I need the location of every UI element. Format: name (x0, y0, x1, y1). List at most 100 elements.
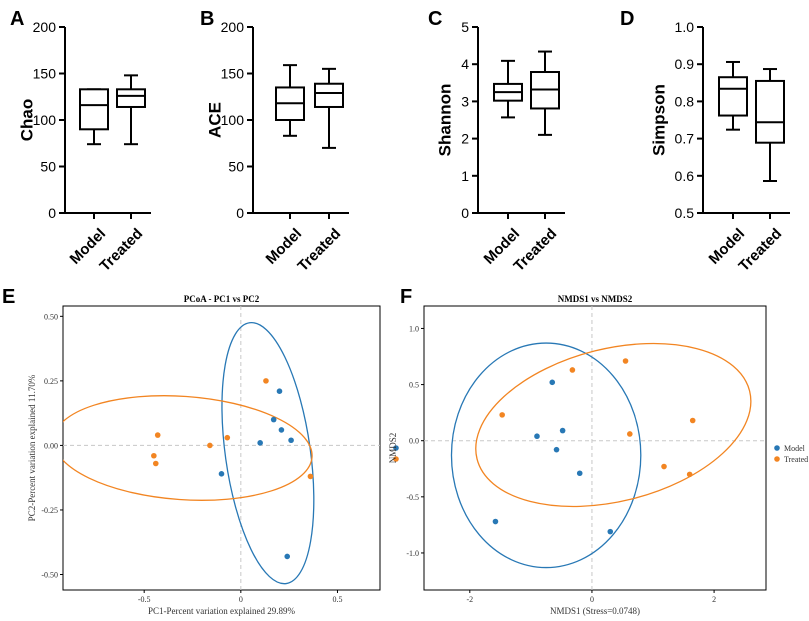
data-point-model (549, 379, 556, 386)
data-point-treated (689, 417, 696, 424)
y-tick-label: 1 (461, 168, 469, 184)
box-model: Model (706, 60, 748, 268)
data-point-treated (151, 452, 157, 459)
data-point-model (559, 427, 566, 434)
y-tick-label: 1.0 (409, 324, 419, 333)
plot-area (450, 342, 752, 569)
y-tick-label: 150 (221, 66, 245, 82)
y-tick-label: 0.50 (44, 312, 58, 321)
data-point-treated (499, 412, 505, 418)
panel-letter-e: E (2, 286, 15, 308)
confidence-ellipse-treated (63, 395, 313, 501)
y-tick-label: 3 (461, 93, 469, 109)
data-point-model (284, 553, 291, 560)
plot-frame (62, 305, 381, 591)
plot-frame (423, 305, 767, 591)
ordination-panel-e: E PCoA - PC1 vs PC2-0.5 0 0.50.500.250.00-0… (2, 286, 399, 616)
y-tick-label: 0.6 (675, 168, 695, 184)
data-point-model (270, 416, 277, 423)
data-point-model (276, 388, 283, 395)
y-tick-label: 5 (461, 19, 469, 35)
data-point-treated (661, 463, 667, 470)
y-axis-label: ACE (205, 102, 224, 138)
y-tick-label: 1.0 (675, 19, 695, 35)
box-model: Model (263, 64, 305, 268)
y-tick-label: 0.25 (44, 377, 58, 386)
y-tick-label: 0.8 (675, 93, 695, 109)
iqr-box (79, 88, 109, 131)
panel-letter-b: B (200, 8, 214, 30)
ordination-panel-f: F NMDS1 vs NMDS2 -2 0 2 1.0 0.5 0.0 -0.5 -1.0 NMDS… (388, 286, 808, 616)
y-tick-label: 200 (33, 19, 57, 35)
x-tick-label: 0 (239, 595, 243, 604)
plot-title: NMDS1 vs NMDS2 (558, 294, 633, 304)
y-tick-label: 0 (48, 205, 56, 221)
y-tick-label: 50 (40, 159, 56, 175)
x-axis-label: NMDS1 (Stress=0.0748) (550, 606, 640, 616)
x-axis-label: PC1-Percent variation explained 29.89% (148, 606, 295, 616)
category-label: Treated (294, 225, 344, 275)
y-axis-label: Shannon (435, 84, 454, 157)
legend (393, 445, 399, 462)
data-point-treated (686, 471, 693, 478)
x-tick-label: -0.5 (138, 595, 151, 604)
box-model: Model (67, 88, 109, 268)
data-point-model (288, 437, 294, 444)
y-tick-label: 0.7 (675, 131, 695, 147)
iqr-box (718, 76, 748, 117)
data-point-model (492, 518, 499, 525)
y-tick-label: 2 (461, 131, 469, 147)
data-point-model (576, 470, 583, 477)
y-tick-label: -0.25 (41, 506, 58, 515)
legend-label-treated: Treated (784, 455, 808, 464)
y-tick-label: 0 (461, 205, 469, 221)
iqr-box (116, 88, 146, 108)
data-point-treated (152, 460, 159, 467)
y-tick-label: 200 (221, 19, 245, 35)
y-tick-label: 100 (221, 112, 245, 128)
legend-swatch-treated (774, 456, 780, 462)
data-point-model (218, 471, 225, 477)
legend-label-model: Model (784, 444, 806, 453)
y-tick-label: 0.0 (409, 437, 419, 446)
y-axis-label: NMDS2 (388, 433, 398, 464)
y-axis-label: PC2-Percent variation explained 11.70% (27, 374, 37, 521)
x-tick-label: 2 (712, 595, 716, 604)
y-tick-label: 0.9 (675, 56, 695, 72)
data-point-model (278, 427, 285, 433)
y-tick-label: 50 (228, 159, 244, 175)
data-point-treated (569, 367, 576, 373)
y-tick-label: -0.50 (41, 571, 58, 580)
x-tick-label: -2 (466, 595, 473, 604)
plot-title: PCoA - PC1 vs PC2 (184, 294, 260, 304)
x-tick-label: 0.5 (332, 595, 342, 604)
data-point-treated (622, 358, 629, 364)
data-point-treated (307, 473, 314, 480)
y-tick-label: 0 (236, 205, 244, 221)
data-point-treated (154, 432, 161, 438)
y-tick-label: -1.0 (406, 549, 419, 558)
y-tick-label: 0.5 (675, 205, 695, 221)
data-point-treated (263, 378, 269, 384)
iqr-box (755, 79, 785, 144)
panel-letter-c: C (428, 8, 442, 30)
y-tick-label: 150 (33, 66, 57, 82)
legend-swatch-model (393, 445, 399, 451)
y-tick-label: 0.00 (44, 441, 58, 450)
plot-area (63, 321, 315, 585)
panel-letter-a: A (10, 8, 24, 30)
y-tick-label: 4 (461, 56, 469, 72)
iqr-box (314, 82, 344, 108)
legend: Model Treated (774, 444, 808, 464)
y-axis-label: Chao (17, 99, 36, 142)
y-tick-label: 100 (33, 112, 57, 128)
data-point-treated (207, 442, 213, 449)
y-tick-label: 0.5 (409, 381, 419, 390)
data-point-model (534, 433, 540, 440)
confidence-ellipse-treated (475, 342, 752, 508)
data-point-model (257, 440, 263, 446)
panel-letter-d: D (620, 8, 634, 30)
